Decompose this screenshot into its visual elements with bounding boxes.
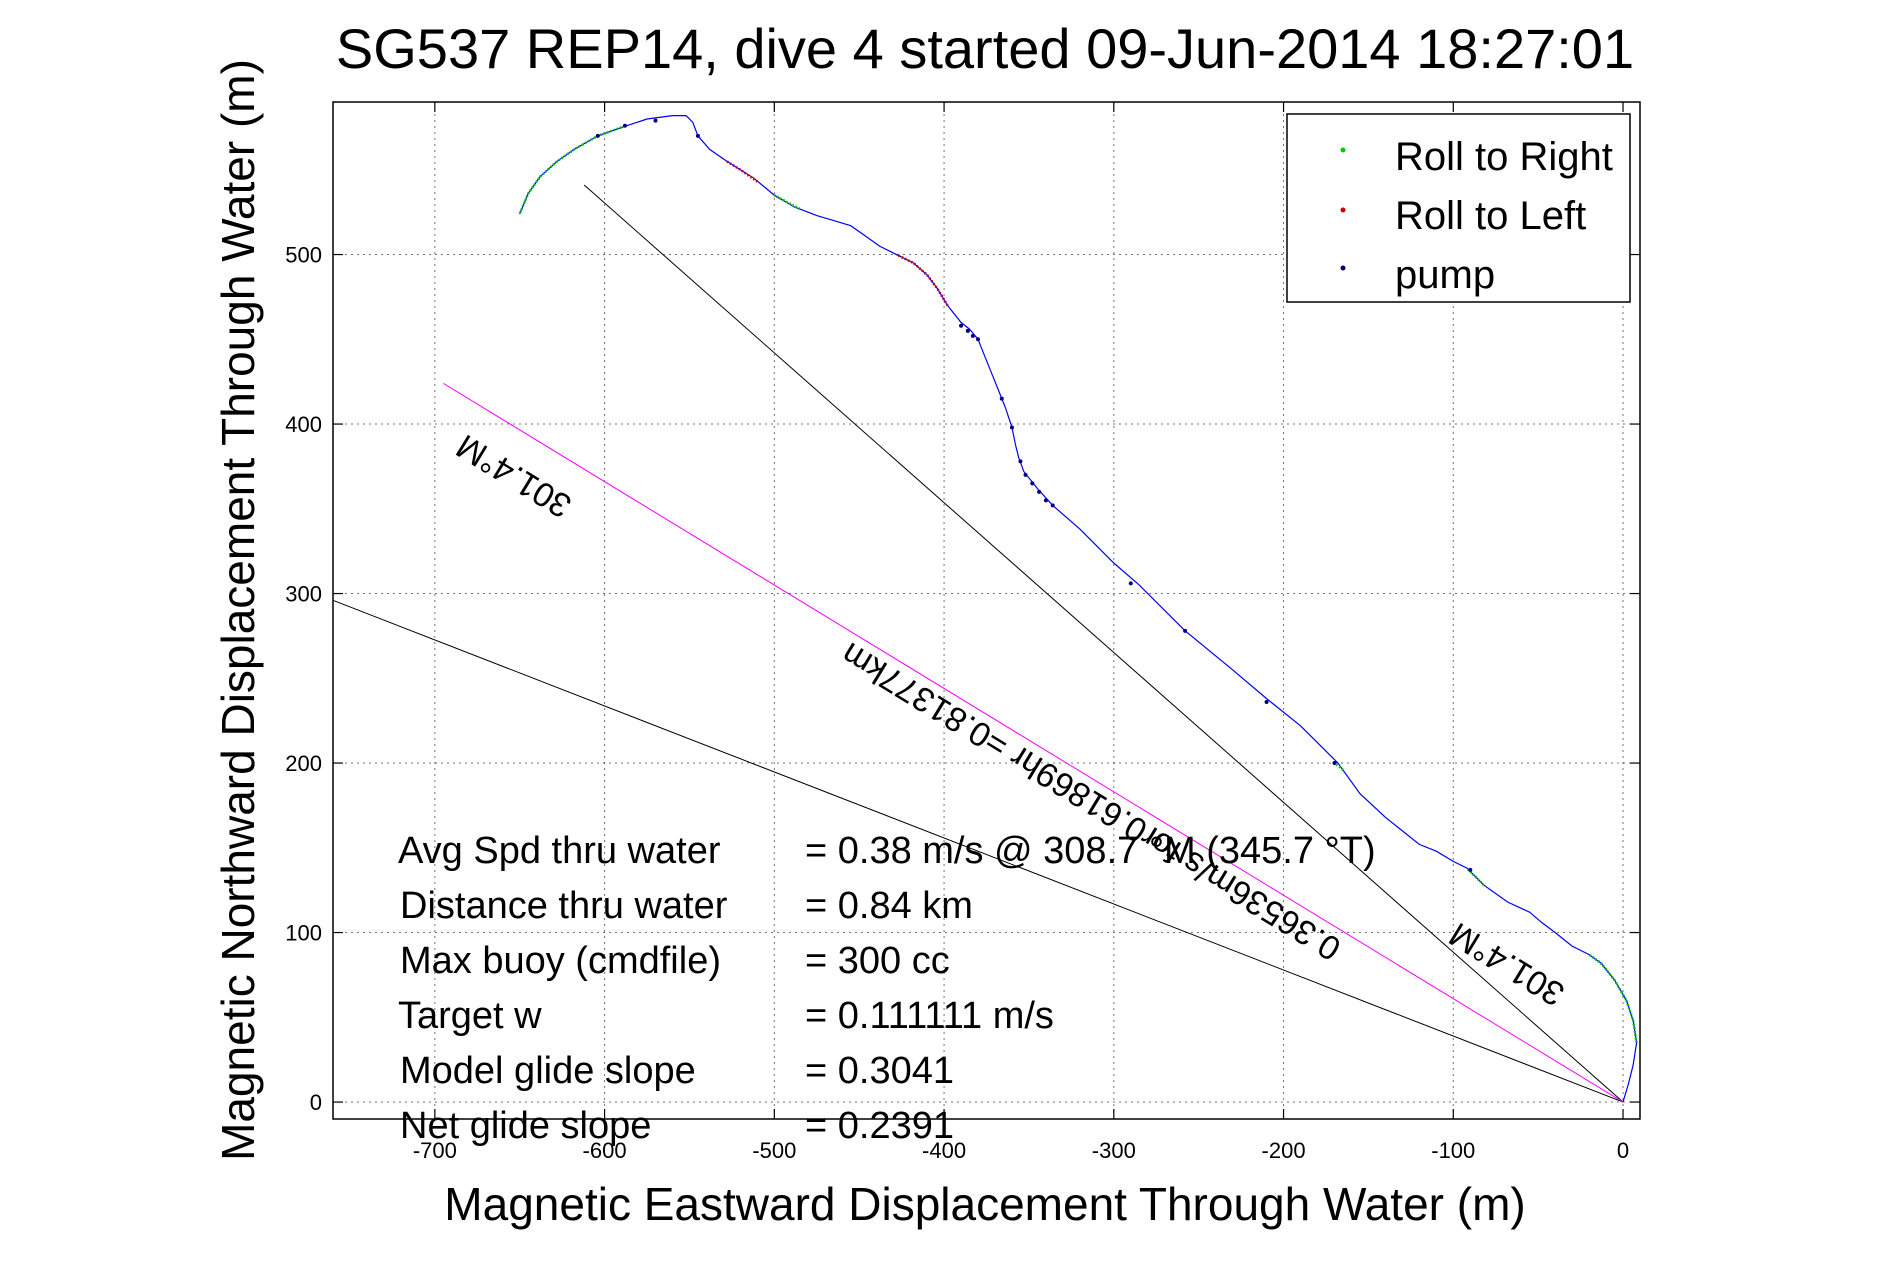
x-tick-label: -600 bbox=[583, 1138, 627, 1163]
pump-point bbox=[595, 133, 600, 138]
stat-value-model-glide: = 0.3041 bbox=[805, 1050, 954, 1092]
pump-point bbox=[976, 337, 981, 342]
axis-ticks: -700 -600 -500 -400 -300 -200 -100 0 0 100 200 300 4… bbox=[285, 102, 1640, 1163]
chart-title: SG537 REP14, dive 4 started 09-Jun-2014 … bbox=[336, 17, 1634, 80]
stat-label-target-w: Target w bbox=[398, 995, 542, 1037]
reference-line bbox=[332, 599, 1624, 1103]
y-tick-label: 200 bbox=[285, 751, 322, 776]
legend-marker-roll-right bbox=[1340, 147, 1346, 153]
pump-point bbox=[1183, 628, 1188, 633]
x-tick-label: -200 bbox=[1262, 1138, 1306, 1163]
x-tick-label: -700 bbox=[413, 1138, 457, 1163]
stat-value-net-glide: = 0.2391 bbox=[805, 1105, 954, 1147]
pump-point bbox=[965, 328, 970, 333]
marker-group bbox=[518, 118, 1638, 1043]
pump-point bbox=[1264, 700, 1269, 705]
pump-point bbox=[1030, 481, 1035, 486]
reference-lines bbox=[332, 184, 1624, 1103]
y-tick-label: 400 bbox=[285, 412, 322, 437]
pump-point bbox=[653, 118, 658, 123]
pump-point bbox=[1468, 867, 1473, 872]
x-tick-label: -300 bbox=[1092, 1138, 1136, 1163]
plot-frame bbox=[332, 101, 1641, 1120]
y-tick-label: 100 bbox=[285, 921, 322, 946]
stat-label-model-glide: Model glide slope bbox=[400, 1050, 696, 1092]
pump-point bbox=[999, 396, 1004, 401]
pump-point bbox=[1037, 489, 1042, 494]
x-axis-label: Magnetic Eastward Displacement Through W… bbox=[444, 1178, 1525, 1230]
reference-line bbox=[443, 382, 1624, 1103]
stat-label-net-glide: Net glide slope bbox=[400, 1105, 651, 1147]
stat-value-target-w: = 0.111111 m/s bbox=[805, 995, 1054, 1037]
legend-label-roll-left: Roll to Left bbox=[1395, 194, 1586, 238]
legend-marker-roll-left bbox=[1340, 207, 1346, 213]
pump-point bbox=[1050, 503, 1055, 508]
track-line bbox=[519, 114, 1638, 1103]
x-tick-label: -500 bbox=[752, 1138, 796, 1163]
track-group bbox=[519, 114, 1638, 1103]
pump-point bbox=[959, 323, 964, 328]
roll-right-segment bbox=[1465, 867, 1485, 887]
legend: Roll to Right Roll to Left pump bbox=[1286, 113, 1631, 303]
stat-label-avg-speed: Avg Spd thru water bbox=[398, 830, 721, 872]
pump-point bbox=[695, 133, 700, 138]
stats-block: Avg Spd thru water = 0.38 m/s @ 308.7 °M… bbox=[398, 830, 1376, 1147]
roll-right-segment bbox=[1588, 953, 1638, 1043]
grid bbox=[333, 102, 1640, 1119]
pump-point bbox=[1023, 472, 1028, 477]
pump-point bbox=[970, 333, 975, 338]
y-axis-label: Magnetic Northward Displacement Through … bbox=[212, 59, 264, 1161]
stat-value-avg-speed: = 0.38 m/s @ 308.7 °M (345.7 °T) bbox=[805, 830, 1376, 872]
roll-right-segment bbox=[773, 194, 801, 210]
legend-marker-pump bbox=[1340, 265, 1346, 271]
pump-point bbox=[1128, 581, 1133, 586]
pump-point bbox=[622, 123, 627, 128]
x-tick-label: 0 bbox=[1617, 1138, 1629, 1163]
legend-label-roll-right: Roll to Right bbox=[1395, 135, 1613, 179]
y-tick-label: 500 bbox=[285, 243, 322, 268]
reference-line bbox=[583, 184, 1624, 1103]
pump-point bbox=[1332, 761, 1337, 766]
stat-value-max-buoy: = 300 cc bbox=[805, 940, 950, 982]
x-tick-label: -100 bbox=[1431, 1138, 1475, 1163]
pump-point bbox=[1043, 498, 1048, 503]
pump-point bbox=[1009, 425, 1014, 430]
legend-label-pump: pump bbox=[1395, 253, 1495, 297]
y-tick-label: 0 bbox=[310, 1090, 322, 1115]
stat-label-max-buoy: Max buoy (cmdfile) bbox=[400, 940, 721, 982]
x-tick-label: -400 bbox=[922, 1138, 966, 1163]
pump-point bbox=[1018, 459, 1023, 464]
stat-value-distance: = 0.84 km bbox=[805, 885, 973, 927]
y-tick-label: 300 bbox=[285, 582, 322, 607]
stat-label-distance: Distance thru water bbox=[400, 885, 728, 927]
